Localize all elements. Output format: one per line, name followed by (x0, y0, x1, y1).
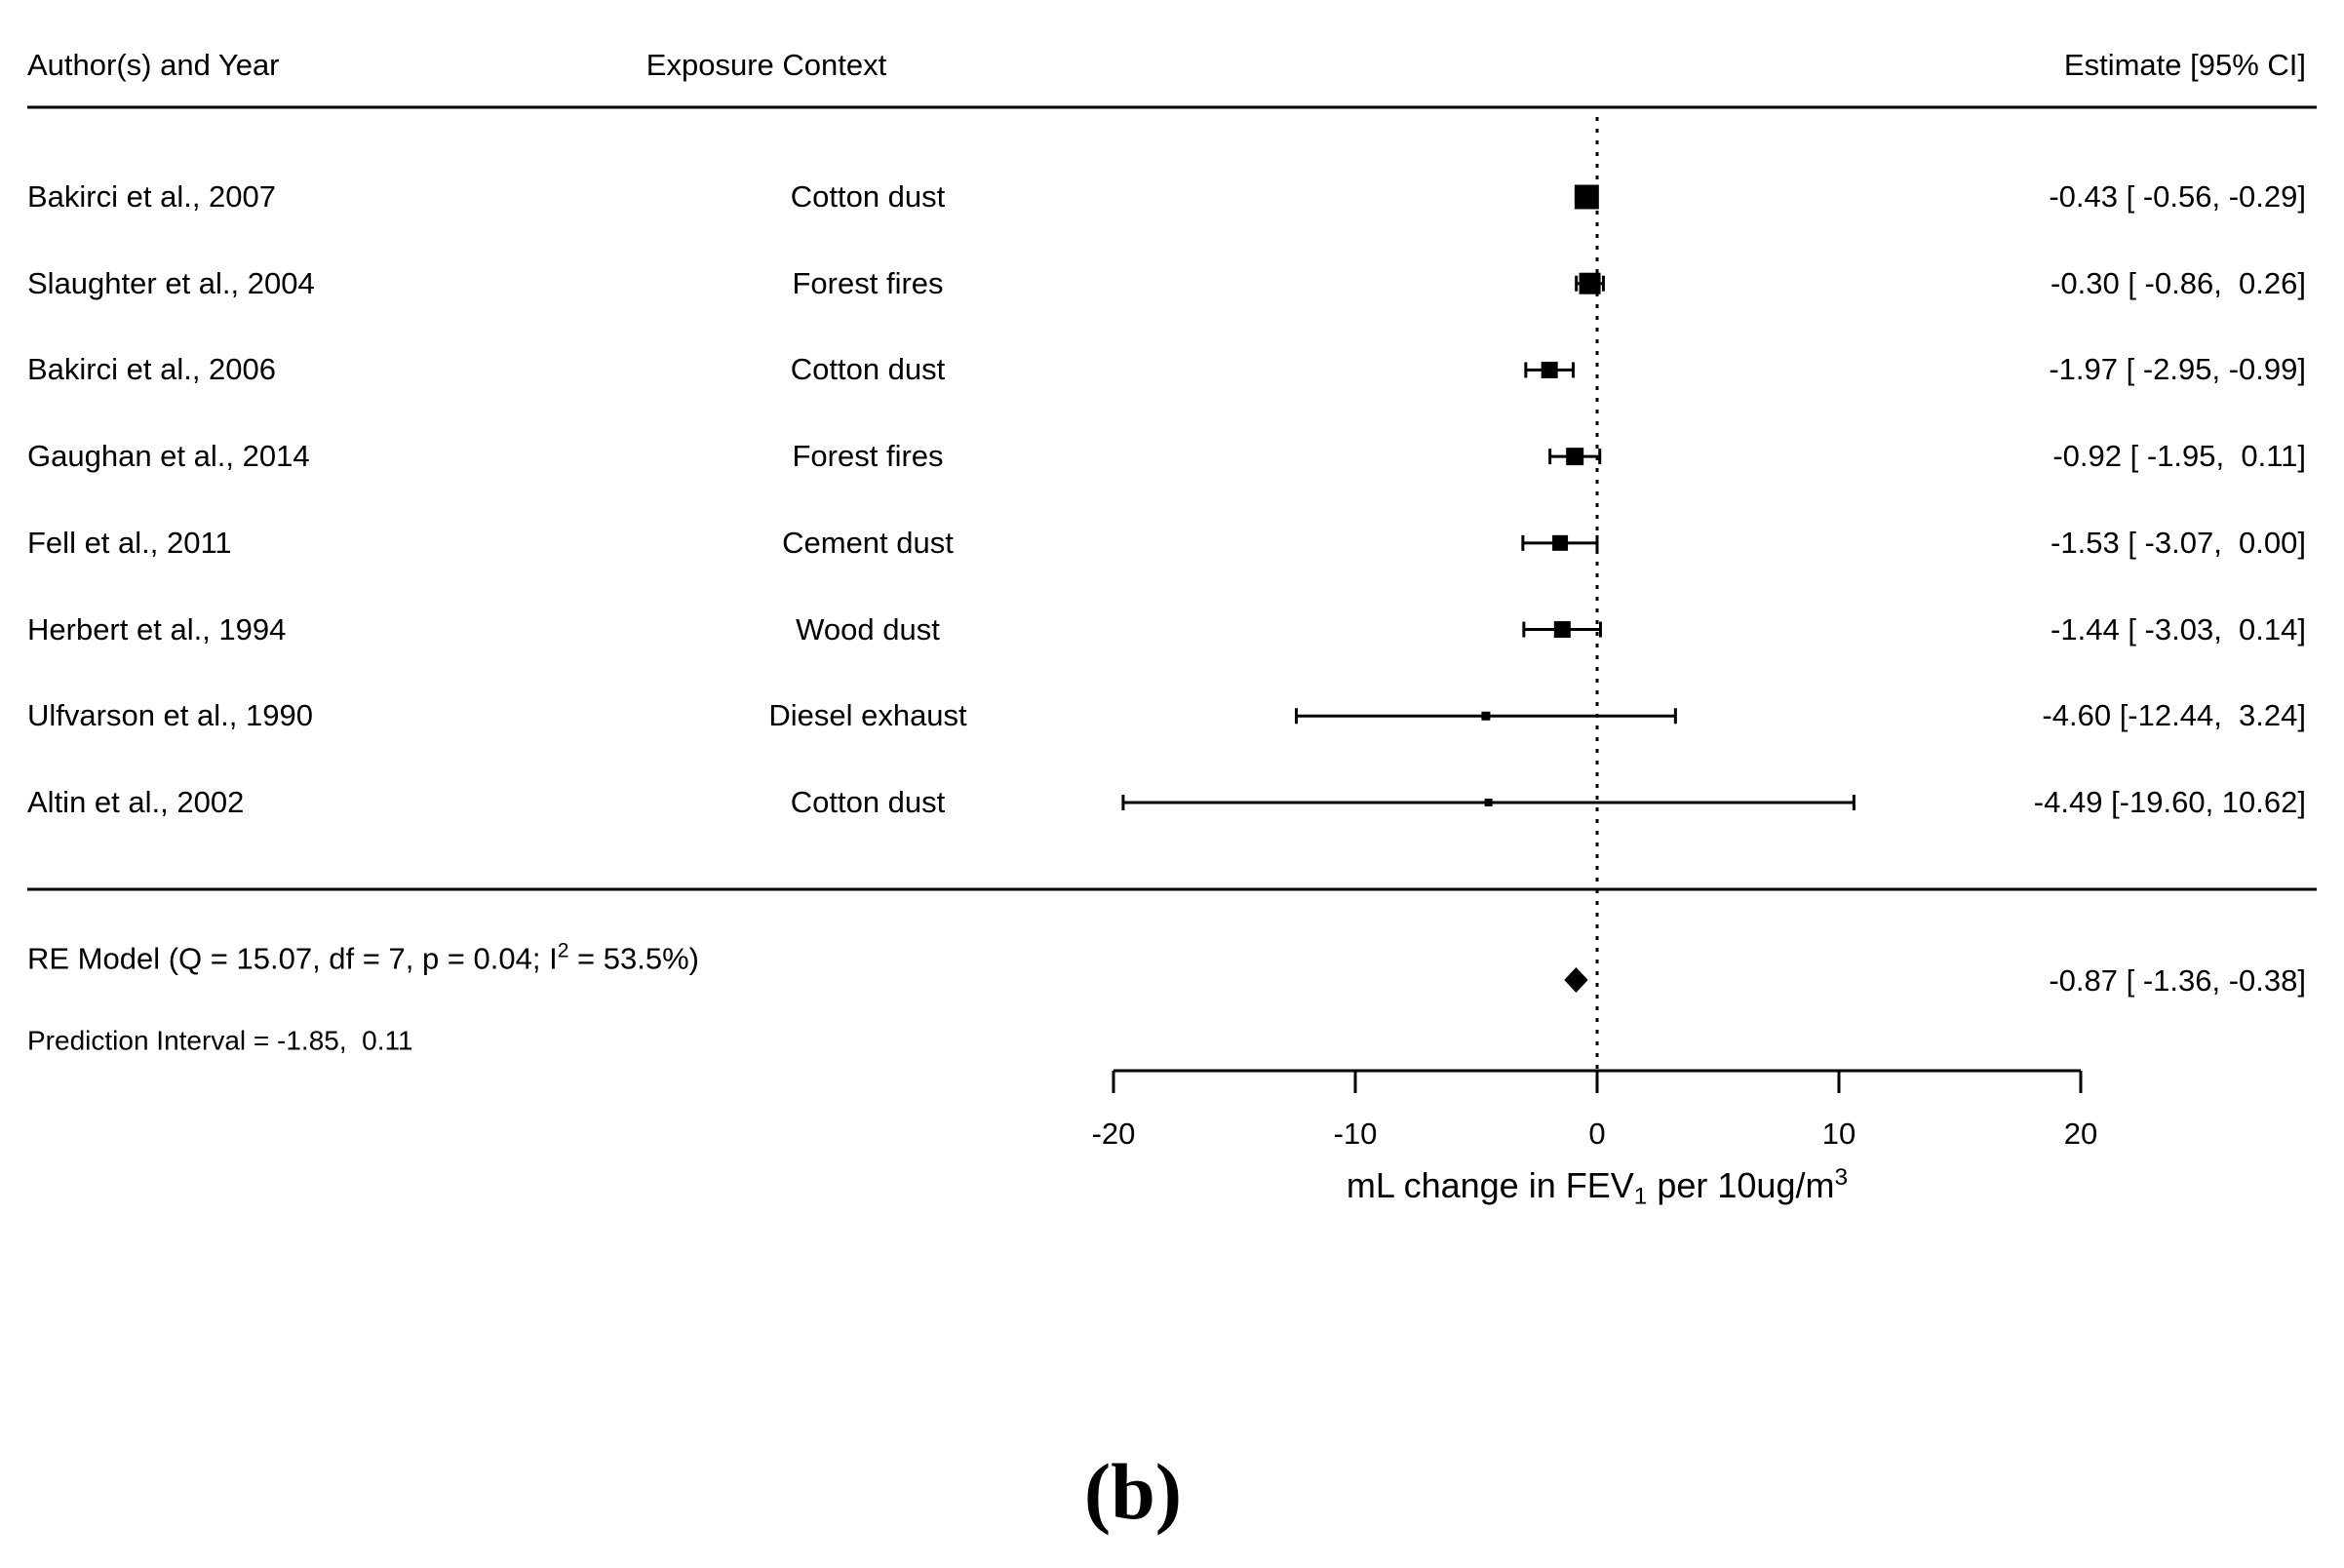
panel-caption: (b) (1083, 1446, 1183, 1536)
weight-square (1553, 621, 1571, 639)
estimate-label: -0.43 [ -0.56, -0.29] (2049, 178, 2306, 214)
column-header-context: Exposure Context (645, 47, 887, 82)
author-label: Gaughan et al., 2014 (27, 439, 310, 474)
context-label: Cement dust (782, 525, 954, 560)
weight-square (1541, 361, 1558, 378)
author-label: Fell et al., 2011 (27, 525, 232, 560)
estimate-label: -1.44 [ -3.03, 0.14] (2051, 611, 2306, 647)
context-label: Forest fires (792, 439, 944, 474)
context-label: Cotton dust (790, 352, 946, 387)
estimate-label: -0.92 [ -1.95, 0.11] (2052, 439, 2306, 474)
column-header-estimate: Estimate [95% CI] (2063, 47, 2306, 82)
author-label: Bakirci et al., 2007 (27, 178, 277, 214)
weight-square (1552, 534, 1569, 551)
x-axis-tick-label: 10 (1821, 1116, 1856, 1151)
weight-square (1484, 798, 1493, 806)
x-axis-tick-label: 0 (1588, 1116, 1606, 1151)
x-axis-tick-label: -20 (1091, 1116, 1136, 1151)
summary-diamond (1564, 967, 1588, 993)
weight-square (1566, 448, 1584, 466)
estimate-label: -0.30 [ -0.86, 0.26] (2051, 265, 2306, 300)
re-model-label-tail: = 53.5%) (568, 941, 699, 976)
axis-title-m: m (1805, 1165, 1835, 1206)
estimate-label: -4.49 [-19.60, 10.62] (2033, 784, 2306, 819)
author-label: Altin et al., 2002 (27, 784, 245, 819)
estimate-label: -4.60 [-12.44, 3.24] (2042, 698, 2306, 733)
x-axis-tick-label: 20 (2063, 1116, 2098, 1151)
weight-square (1574, 184, 1599, 210)
weight-square (1579, 272, 1601, 294)
re-model-label: RE Model (Q = 15.07, df = 7, p = 0.04; I… (27, 940, 699, 976)
prediction-interval-label: Prediction Interval = -1.85, 0.11 (27, 1025, 413, 1056)
context-label: Forest fires (792, 265, 944, 300)
estimate-label: -1.97 [ -2.95, -0.99] (2049, 352, 2306, 387)
x-axis-tick-label: -10 (1333, 1116, 1378, 1151)
weight-square (1481, 711, 1491, 721)
re-model-label-text: RE Model (Q = 15.07, df = 7, p = 0.04; I (27, 941, 558, 976)
axis-title-pre: mL change in FEV (1346, 1165, 1634, 1206)
context-label: Diesel exhaust (768, 698, 967, 733)
axis-title-slash: / (1795, 1165, 1806, 1206)
axis-title-sup: 3 (1834, 1163, 1849, 1191)
re-model-isquared-sup: 2 (557, 939, 569, 962)
author-label: Bakirci et al., 2006 (27, 352, 277, 387)
author-label: Slaughter et al., 2004 (27, 265, 315, 300)
author-label: Herbert et al., 1994 (27, 611, 287, 647)
author-label: Ulfvarson et al., 1990 (27, 698, 313, 733)
column-header-author: Author(s) and Year (27, 47, 280, 82)
x-axis-title: mL change in FEV1 per 10ug/m3 (1346, 1163, 1849, 1210)
estimate-label: -1.53 [ -3.07, 0.00] (2051, 525, 2306, 560)
context-label: Wood dust (796, 611, 940, 647)
axis-title-sub: 1 (1633, 1183, 1648, 1210)
summary-estimate-label: -0.87 [ -1.36, -0.38] (2049, 962, 2306, 998)
context-label: Cotton dust (790, 784, 946, 819)
context-label: Cotton dust (790, 178, 946, 214)
axis-title-mid: per 10ug (1647, 1165, 1796, 1206)
